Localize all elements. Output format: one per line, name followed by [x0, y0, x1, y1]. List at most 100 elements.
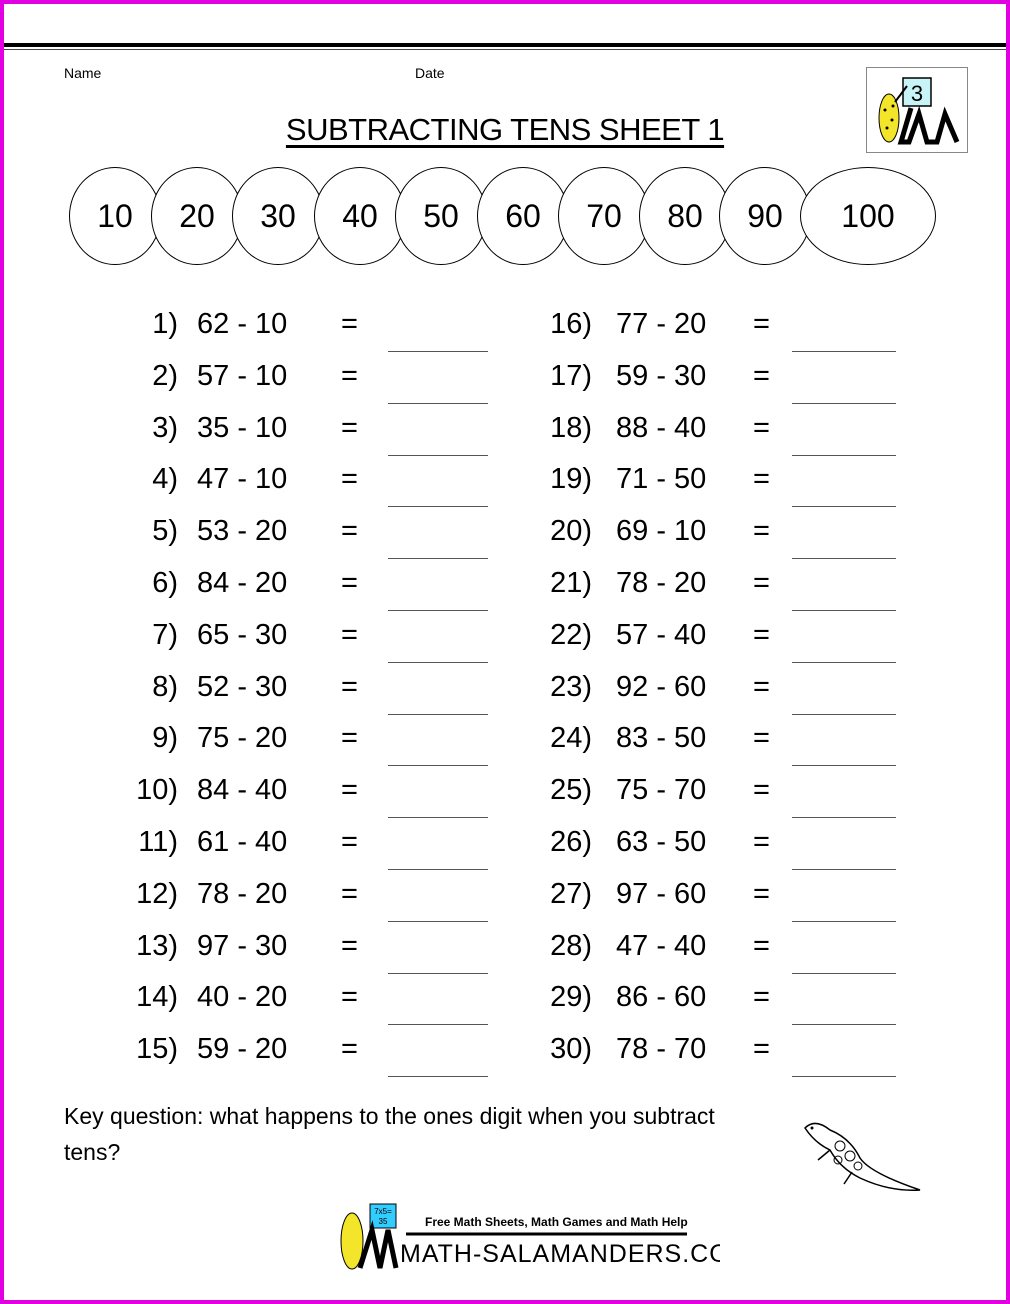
answer-blank[interactable]: [388, 869, 488, 870]
problem-row: 1) 62 - 10 =: [0, 308, 1010, 352]
equals-sign: =: [753, 877, 770, 910]
equals-sign: =: [341, 1033, 358, 1066]
problem-number: 7): [152, 618, 178, 651]
problem-row: 23) 92 - 60 =: [0, 671, 1010, 715]
header-rule-thin: [4, 49, 1006, 50]
answer-blank[interactable]: [792, 454, 896, 456]
problem-number: 14): [136, 981, 178, 1014]
equals-sign: =: [753, 826, 770, 858]
answer-blank[interactable]: [792, 869, 896, 870]
equals-sign: =: [341, 670, 358, 703]
answer-blank[interactable]: [388, 765, 488, 767]
problem-number: 12): [136, 877, 178, 910]
problem-expression: 78 - 20: [616, 567, 707, 599]
answer-blank[interactable]: [792, 972, 896, 974]
problem-number: 27): [550, 877, 592, 910]
answer-blank[interactable]: [388, 920, 488, 922]
equals-sign: =: [341, 567, 358, 599]
problem-expression: 97 - 30: [197, 929, 288, 962]
problem-row: 16) 77 - 20 =: [0, 308, 1010, 352]
number-oval: 80: [639, 167, 731, 265]
answer-blank[interactable]: [792, 1024, 896, 1026]
problem-expression: 78 - 20: [197, 877, 288, 910]
equals-sign: =: [753, 981, 770, 1014]
equals-sign: =: [753, 515, 770, 548]
footer-site: MATH-SALAMANDERS.COM: [400, 1240, 720, 1268]
answer-blank[interactable]: [388, 454, 488, 456]
problem-expression: 57 - 10: [197, 359, 288, 392]
problem-row: 14) 40 - 20 =: [0, 981, 1010, 1026]
answer-blank[interactable]: [388, 1076, 488, 1078]
answer-blank[interactable]: [792, 765, 896, 767]
equals-sign: =: [341, 826, 358, 858]
salamander-icon: [804, 1122, 921, 1191]
answer-blank[interactable]: [388, 610, 488, 611]
answer-blank[interactable]: [388, 713, 488, 715]
problem-number: 21): [550, 567, 592, 599]
problem-number: 8): [152, 670, 178, 703]
answer-blank[interactable]: [388, 351, 488, 352]
problem-number: 3): [152, 411, 178, 444]
problem-expression: 86 - 60: [616, 981, 707, 1014]
problem-number: 5): [152, 515, 178, 548]
problem-number: 25): [550, 774, 592, 807]
answer-blank[interactable]: [388, 972, 488, 974]
answer-blank[interactable]: [388, 402, 488, 404]
problem-row: 5) 53 - 20 =: [0, 515, 1010, 560]
footer-logo: 7x5= 35 Free Math Sheets, Math Games and…: [330, 1196, 751, 1281]
problem-expression: 71 - 50: [616, 463, 707, 496]
answer-blank[interactable]: [388, 661, 488, 663]
problem-expression: 84 - 40: [197, 774, 288, 807]
name-label: Name: [64, 65, 102, 81]
problem-row: 29) 86 - 60 =: [0, 981, 1010, 1026]
problem-row: 17) 59 - 30 =: [0, 359, 1010, 404]
answer-blank[interactable]: [388, 558, 488, 560]
number-oval: 40: [314, 167, 406, 265]
answer-blank[interactable]: [792, 1076, 896, 1078]
problem-expression: 97 - 60: [616, 877, 707, 910]
problem-expression: 78 - 70: [616, 1033, 707, 1066]
equals-sign: =: [753, 308, 770, 340]
problem-expression: 61 - 40: [197, 826, 288, 858]
answer-blank[interactable]: [792, 558, 896, 560]
answer-blank[interactable]: [388, 817, 488, 819]
answer-blank[interactable]: [792, 351, 896, 352]
answer-blank[interactable]: [792, 506, 896, 508]
equals-sign: =: [341, 463, 358, 496]
equals-sign: =: [753, 774, 770, 807]
problem-number: 26): [550, 826, 592, 858]
equals-sign: =: [753, 1033, 770, 1066]
answer-blank[interactable]: [792, 817, 896, 819]
equals-sign: =: [753, 359, 770, 392]
equals-sign: =: [341, 877, 358, 910]
problem-number: 1): [152, 308, 178, 340]
answer-blank[interactable]: [792, 661, 896, 663]
equals-sign: =: [341, 359, 358, 392]
problem-number: 17): [550, 359, 592, 392]
number-oval: 20: [151, 167, 243, 265]
footer-tagline: Free Math Sheets, Math Games and Math He…: [425, 1215, 688, 1229]
problem-row: 9) 75 - 20 =: [0, 722, 1010, 767]
answer-blank[interactable]: [792, 920, 896, 922]
grade-logo: 3: [866, 67, 968, 153]
problem-row: 26) 63 - 50 =: [0, 826, 1010, 870]
answer-blank[interactable]: [388, 506, 488, 508]
answer-blank[interactable]: [792, 610, 896, 611]
problem-expression: 62 - 10: [197, 308, 288, 340]
number-oval: 100: [800, 167, 936, 265]
equals-sign: =: [341, 515, 358, 548]
equals-sign: =: [753, 722, 770, 755]
answer-blank[interactable]: [388, 1024, 488, 1026]
problem-row: 12) 78 - 20 =: [0, 877, 1010, 922]
equals-sign: =: [753, 618, 770, 651]
problem-row: 8) 52 - 30 =: [0, 670, 1010, 715]
problem-row: 3) 35 - 10 =: [0, 411, 1010, 456]
answer-blank[interactable]: [792, 713, 896, 715]
problem-number: 6): [152, 567, 178, 599]
problem-number: 29): [550, 981, 592, 1014]
answer-blank[interactable]: [792, 402, 896, 404]
problem-expression: 88 - 40: [616, 411, 707, 444]
problem-row: 20) 69 - 10 =: [0, 515, 1010, 560]
problem-row: 27) 97 - 60 =: [0, 877, 1010, 922]
problem-number: 15): [136, 1033, 178, 1066]
